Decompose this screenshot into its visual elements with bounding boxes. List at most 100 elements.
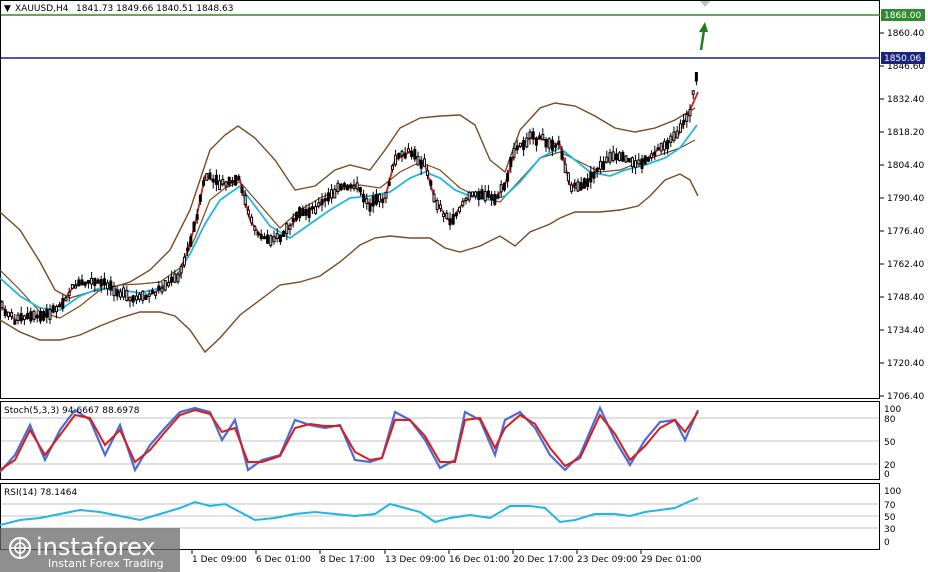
candle-body xyxy=(570,184,574,192)
candle-body xyxy=(282,230,286,237)
candle-body xyxy=(618,152,622,162)
candle-body xyxy=(275,232,279,240)
candle-body xyxy=(624,155,628,163)
candle-body xyxy=(541,133,545,140)
time-axis: 1 Dec 09:00 6 Dec 01:00 8 Dec 17:00 13 Dec … xyxy=(191,550,702,565)
price-tick-label: 1776.40 xyxy=(887,227,924,237)
price-axis: 1860.40 1846.60 1832.40 1818.20 1804.40 1790.… xyxy=(880,29,924,402)
slow-moving-average xyxy=(0,124,698,311)
candle-body xyxy=(317,202,321,207)
candle-body xyxy=(278,234,282,243)
price-tick-label: 1734.40 xyxy=(887,326,924,336)
candle-body xyxy=(566,172,570,182)
candle-body xyxy=(435,200,439,210)
candle-body xyxy=(403,152,407,159)
candle-body xyxy=(90,277,94,285)
candle-body xyxy=(118,291,122,298)
candle-body xyxy=(384,191,388,199)
time-tick-label: 23 Dec 09:00 xyxy=(577,555,638,565)
candle-body xyxy=(150,289,154,294)
candle-body xyxy=(416,156,420,166)
candle-body xyxy=(547,138,551,149)
candle-body xyxy=(237,175,241,181)
candle-body xyxy=(544,139,548,148)
candle-body xyxy=(467,191,471,201)
candle-body xyxy=(534,137,538,146)
candle-body xyxy=(499,184,503,193)
time-tick-label: 13 Dec 09:00 xyxy=(385,555,446,565)
candle-body xyxy=(349,184,353,189)
candle-body xyxy=(45,308,49,318)
candle-body xyxy=(294,212,298,221)
rsi-line xyxy=(0,497,699,526)
candle-body xyxy=(458,206,462,213)
candle-body xyxy=(461,200,465,207)
candle-body xyxy=(451,214,455,225)
candle-body xyxy=(211,178,215,183)
candle-body xyxy=(301,208,305,217)
candle-body xyxy=(602,161,606,171)
candle-body xyxy=(400,150,404,156)
candle-body xyxy=(310,206,314,210)
candlestick-series xyxy=(0,72,698,326)
dropdown-triangle-icon[interactable]: ▼ xyxy=(4,4,11,14)
candle-body xyxy=(368,202,372,212)
candle-body xyxy=(694,72,698,82)
candle-body xyxy=(42,310,46,321)
candle-body xyxy=(490,194,494,201)
candle-body xyxy=(531,131,535,140)
candle-body xyxy=(35,314,39,319)
candle-body xyxy=(77,279,81,287)
price-tick-label: 1720.40 xyxy=(887,359,924,369)
candle-body xyxy=(432,193,436,203)
candle-body xyxy=(51,305,55,313)
candle-body xyxy=(688,108,692,117)
candle-body xyxy=(115,289,119,297)
candle-body xyxy=(166,282,170,287)
candle-body xyxy=(163,280,167,291)
candle-body xyxy=(86,279,90,284)
candle-body xyxy=(243,194,247,206)
candle-body xyxy=(326,192,330,202)
candle-body xyxy=(304,208,308,216)
candle-body xyxy=(19,313,23,322)
candle-body xyxy=(173,273,177,283)
candle-body xyxy=(157,285,161,291)
candle-body xyxy=(691,90,695,95)
candle-body xyxy=(662,141,666,151)
candle-body xyxy=(656,147,660,151)
stochastic-main-line xyxy=(0,405,700,473)
candle-body xyxy=(525,137,529,148)
stochastic-tick-label: 50 xyxy=(884,438,896,448)
candle-body xyxy=(10,312,14,317)
candle-body xyxy=(506,173,510,182)
rsi-tick-label: 30 xyxy=(884,525,896,535)
candle-body xyxy=(474,191,478,197)
rsi-label: RSI(14) 78.1464 xyxy=(4,488,77,498)
candle-body xyxy=(102,278,106,286)
candle-body xyxy=(470,191,474,197)
price-tick-label: 1804.40 xyxy=(887,161,924,171)
candle-body xyxy=(3,308,7,316)
candle-body xyxy=(445,212,449,220)
candle-body xyxy=(320,199,324,206)
candle-body xyxy=(246,209,250,215)
candle-body xyxy=(419,159,423,169)
candle-body xyxy=(323,197,327,201)
main-price-panel[interactable] xyxy=(0,0,880,399)
candle-body xyxy=(61,298,65,309)
candle-body xyxy=(189,236,193,247)
price-tick-label: 1846.60 xyxy=(887,62,924,72)
candle-body xyxy=(93,277,97,286)
candle-body xyxy=(198,194,202,202)
stochastic-signal-line xyxy=(0,408,699,471)
candle-body xyxy=(528,131,532,139)
candle-body xyxy=(486,190,490,198)
time-tick-label: 20 Dec 17:00 xyxy=(513,555,574,565)
candle-body xyxy=(227,176,231,186)
candle-body xyxy=(371,195,375,207)
candle-body xyxy=(579,182,583,190)
candle-body xyxy=(250,216,254,224)
